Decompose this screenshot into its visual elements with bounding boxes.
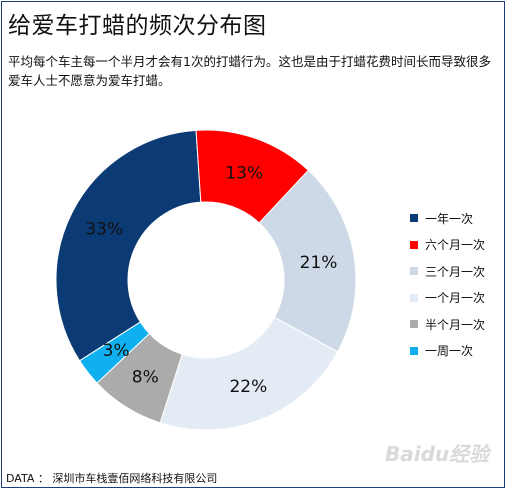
chart-legend: 一年一次六个月一次三个月一次一个月一次半个月一次一周一次 <box>410 205 485 364</box>
slice-label-3: 21% <box>300 253 338 273</box>
slice-1 <box>55 129 202 362</box>
legend-label: 三个月一次 <box>425 264 486 279</box>
legend-swatch <box>410 214 418 223</box>
legend-item-6: 一周一次 <box>410 338 485 365</box>
slice-label-4: 22% <box>229 377 267 397</box>
slice-label-2: 13% <box>225 164 263 184</box>
watermark-logo: Baidu经验 <box>385 442 490 466</box>
legend-swatch <box>410 267 418 276</box>
legend-item-3: 三个月一次 <box>410 258 485 285</box>
slice-label-6: 3% <box>103 341 130 361</box>
legend-item-1: 一年一次 <box>410 205 485 232</box>
data-source: DATA ： 深圳市车栈壹佰网络科技有限公司 <box>6 472 218 485</box>
slice-6 <box>78 321 151 384</box>
slice-label-1: 33% <box>85 220 123 240</box>
legend-swatch <box>410 346 418 355</box>
legend-label: 一年一次 <box>425 211 474 226</box>
legend-label: 一周一次 <box>425 344 474 359</box>
slice-4 <box>159 316 339 431</box>
legend-item-5: 半个月一次 <box>410 311 485 338</box>
legend-label: 六个月一次 <box>425 238 486 253</box>
legend-swatch <box>410 240 418 249</box>
legend-item-4: 一个月一次 <box>410 285 485 312</box>
legend-swatch <box>410 320 418 329</box>
chart-title: 给爱车打蜡的频次分布图 <box>8 13 267 39</box>
slice-3 <box>258 169 357 353</box>
legend-item-2: 六个月一次 <box>410 232 485 259</box>
chart-subtitle: 平均每个车主每一个半月才会有1次的打蜡行为。这也是由于打蜡花费时间长而导致很多爱… <box>8 54 491 88</box>
legend-label: 一个月一次 <box>425 291 486 306</box>
legend-swatch <box>410 293 418 302</box>
slice-label-5: 8% <box>132 367 159 387</box>
legend-label: 半个月一次 <box>425 317 486 332</box>
